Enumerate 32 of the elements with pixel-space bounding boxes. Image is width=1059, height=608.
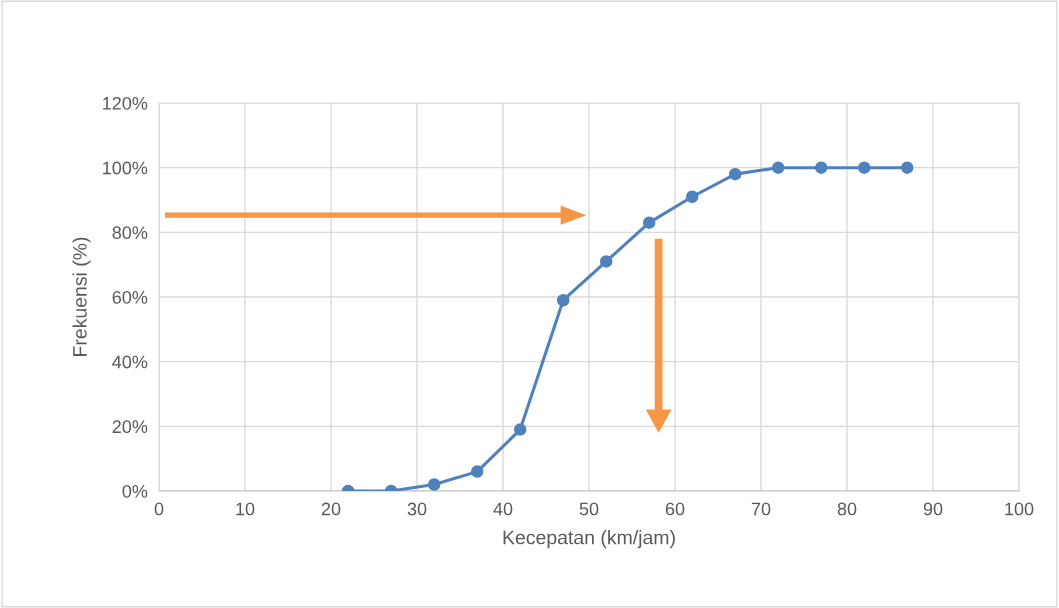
x-tick-label: 80: [837, 502, 857, 516]
y-tick-label: 120%: [103, 96, 148, 110]
point: [771, 161, 785, 174]
point: [556, 293, 570, 307]
x-axis-title: Kecepatan (km/jam): [503, 530, 675, 549]
point: [642, 216, 656, 229]
y-tick-label: 100%: [103, 161, 148, 175]
y-tick-label: 60%: [112, 290, 148, 304]
x-tick-label: 0: [154, 502, 164, 516]
point: [814, 161, 828, 174]
x-tick-label: 40: [493, 502, 513, 516]
x-tick-label: 90: [923, 502, 943, 516]
point: [728, 167, 742, 181]
y-tick-label: 40%: [112, 355, 148, 369]
y-axis-title: Frekuensi (%): [72, 237, 91, 356]
x-tick-label: 50: [579, 502, 599, 516]
x-tick-label: 100: [1005, 502, 1034, 516]
point: [900, 161, 914, 174]
y-tick-label: 80%: [112, 226, 148, 240]
x-tick-label: 60: [665, 502, 685, 516]
y-tick-label: 0%: [122, 484, 148, 498]
x-tick-label: 70: [751, 502, 771, 516]
point: [470, 465, 484, 478]
point: [857, 161, 871, 174]
point: [599, 255, 613, 268]
y-tick-label: 20%: [112, 420, 148, 434]
x-tick-label: 30: [407, 502, 427, 516]
x-tick-label: 20: [321, 502, 341, 516]
point: [685, 190, 699, 204]
x-tick-label: 10: [236, 502, 255, 516]
point: [513, 423, 527, 436]
point: [427, 478, 441, 491]
